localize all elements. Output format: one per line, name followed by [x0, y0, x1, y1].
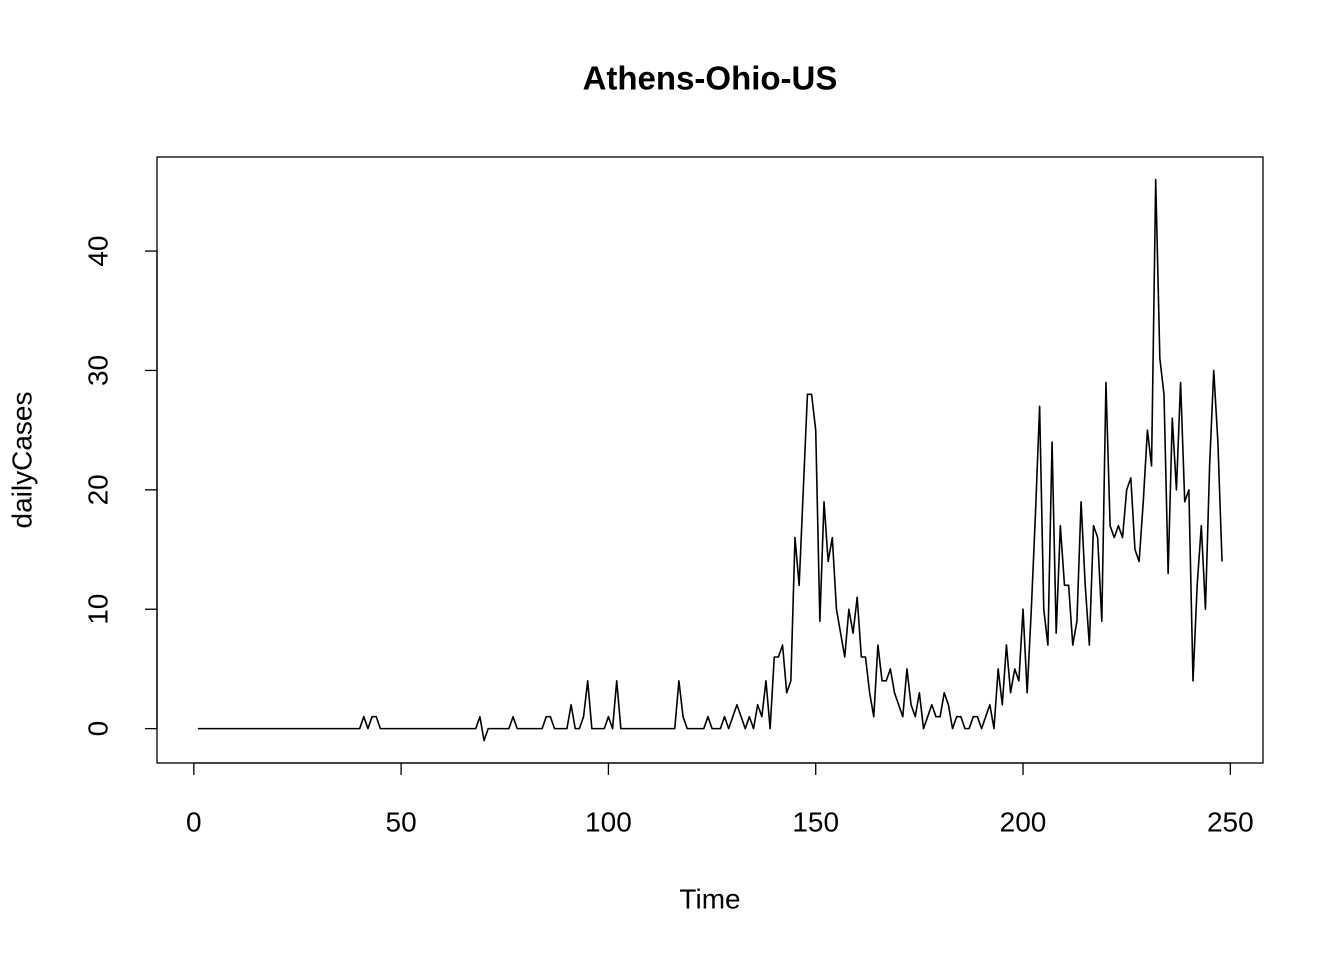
x-tick-label: 100	[585, 806, 632, 837]
x-axis-label: Time	[679, 883, 740, 914]
x-tick-label: 0	[186, 806, 202, 837]
x-tick-label: 50	[386, 806, 417, 837]
y-tick-label: 30	[82, 355, 113, 386]
x-tick-label: 250	[1207, 806, 1254, 837]
x-tick-label: 200	[1000, 806, 1047, 837]
y-tick-label: 40	[82, 235, 113, 266]
data-line	[197, 178, 1223, 742]
y-tick-label: 10	[82, 594, 113, 625]
chart-title: Athens-Ohio-US	[583, 60, 838, 97]
y-tick-label: 0	[82, 721, 113, 737]
y-tick-label: 20	[82, 474, 113, 505]
x-tick-label: 150	[792, 806, 839, 837]
y-axis-label: dailyCases	[6, 392, 37, 529]
